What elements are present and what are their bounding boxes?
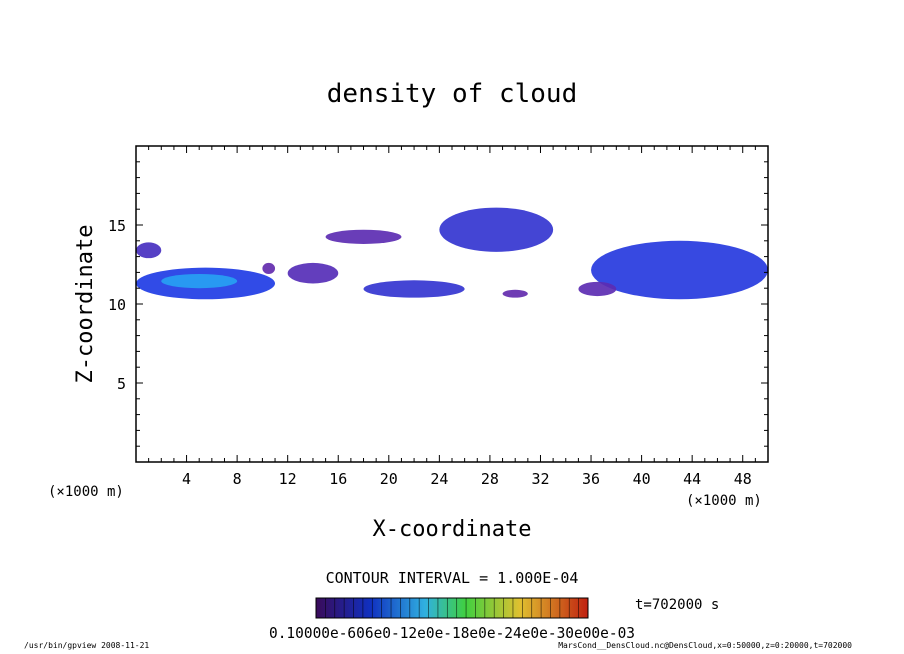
x-tick-label: 40 [633,470,651,488]
cloud-patch [502,289,528,298]
x-units-right: (×1000 m) [686,493,762,509]
time-label: t=702000 s [635,597,719,613]
x-tick-label: 24 [430,470,448,488]
colorbar-labels: 0.10000e-606e0-12e0e-18e0e-24e0e-30e00e-… [269,624,635,642]
cloud-patch [287,262,339,284]
x-tick-label: 20 [380,470,398,488]
chart-title: density of cloud [327,79,577,109]
colorbar [315,597,589,619]
cloud-patch [363,280,465,298]
x-tick-label: 48 [734,470,752,488]
cloud-patch [161,273,238,289]
y-axis: 5 10 15 [108,145,768,463]
x-tick-label: 32 [531,470,549,488]
x-tick-label: 28 [481,470,499,488]
contour-interval-label: CONTOUR INTERVAL = 1.000E-04 [326,569,579,587]
footer-command: /usr/bin/gpview 2008-11-21 [24,641,150,650]
y-axis-label: Z-coordinate [73,225,98,384]
cloud-patch [591,240,769,300]
plot-frame [135,145,769,463]
y-tick-label: 5 [117,375,126,393]
x-tick-label: 8 [233,470,242,488]
x-units-left: (×1000 m) [48,484,124,500]
x-axis: 4 8 12 16 20 24 28 32 36 40 44 48 [135,146,769,488]
y-tick-label: 10 [108,296,126,314]
x-axis-label: X-coordinate [373,517,532,542]
cloud-patches [136,207,769,300]
footer-source: MarsCond__DensCloud.nc@DensCloud,x=0:500… [558,641,852,650]
x-tick-label: 16 [329,470,347,488]
cloud-patch [262,262,276,274]
cloud-patch [136,242,162,259]
x-tick-label: 44 [683,470,701,488]
y-tick-label: 15 [108,217,126,235]
x-tick-label: 12 [279,470,297,488]
cloud-patch [578,281,617,297]
x-tick-label: 36 [582,470,600,488]
colorbar-ticks [325,598,579,618]
x-tick-label: 4 [182,470,191,488]
cloud-patch [325,229,402,244]
cloud-patch [439,207,554,252]
